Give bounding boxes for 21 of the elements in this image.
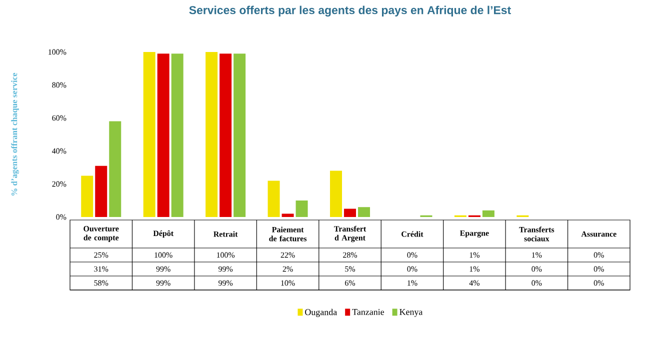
y-axis-title: % d’agents offrant chaque service xyxy=(11,72,19,196)
bar xyxy=(157,54,170,218)
bar xyxy=(268,180,280,218)
bar xyxy=(81,176,94,218)
bar xyxy=(296,200,308,218)
bar xyxy=(358,207,370,218)
bar xyxy=(234,54,246,218)
bar xyxy=(95,166,108,218)
legend-label: Kenya xyxy=(400,309,423,317)
chart-title: Services offerts par les agents des pays en Afrique de l’Est xyxy=(189,6,511,16)
legend-label: Ouganda xyxy=(305,308,337,318)
bar xyxy=(330,170,342,218)
bar xyxy=(344,208,356,218)
bar xyxy=(109,121,122,218)
bar xyxy=(282,214,294,218)
bar xyxy=(206,52,218,218)
legend-label: Tanzanie xyxy=(352,308,384,316)
bar xyxy=(171,54,184,218)
bar xyxy=(482,210,494,218)
bar xyxy=(143,52,156,218)
bar xyxy=(220,54,232,218)
